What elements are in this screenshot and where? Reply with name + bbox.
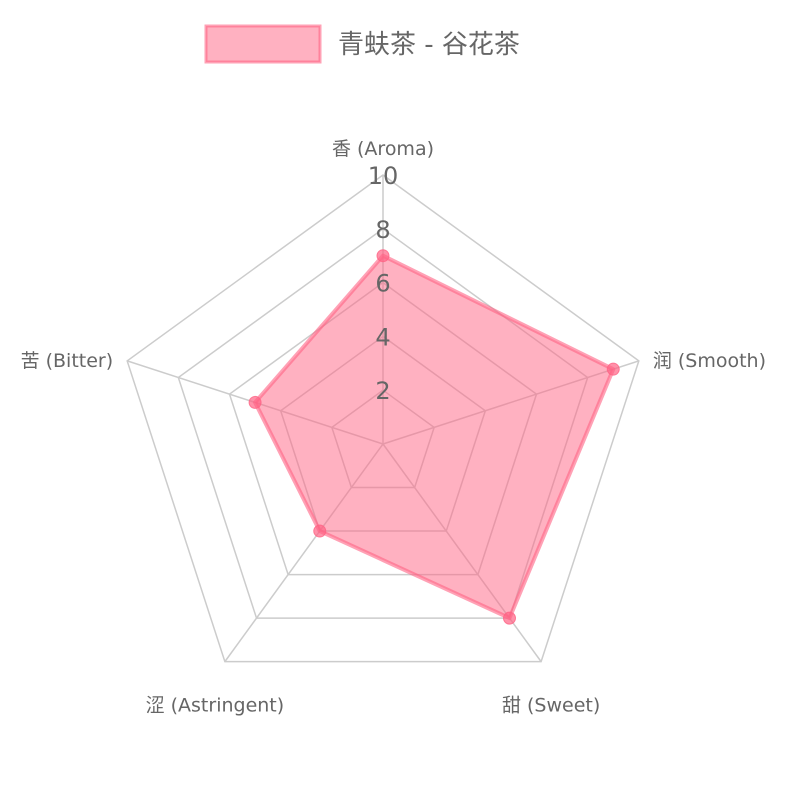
tick-label: 2 [375, 377, 390, 405]
axis-label: 苦 (Bitter) [21, 350, 114, 372]
data-point[interactable] [313, 524, 327, 538]
data-point[interactable] [502, 611, 516, 625]
grid-ring [126, 174, 640, 663]
axis-label: 润 (Smooth) [653, 350, 766, 372]
data-point[interactable] [376, 249, 390, 263]
series-area [253, 253, 616, 621]
tick-labels: 2 4 6 8 10 [368, 162, 399, 405]
data-point[interactable] [606, 362, 620, 376]
legend-swatch [204, 24, 322, 64]
tick-label: 6 [375, 270, 390, 298]
tick-label: 8 [375, 216, 390, 244]
axis-label: 香 (Aroma) [332, 138, 434, 160]
axis-labels: 香 (Aroma) 润 (Smooth) 甜 (Sweet) 涩 (Astringen… [21, 138, 766, 717]
data-point[interactable] [248, 395, 262, 409]
axis-label: 涩 (Astringent) [146, 695, 285, 717]
axis-label: 甜 (Sweet) [502, 695, 600, 717]
tick-label: 4 [375, 323, 390, 351]
series-layer [248, 249, 620, 625]
legend[interactable]: 青蚨茶 - 谷花茶 [204, 24, 520, 64]
tick-label: 10 [368, 162, 399, 190]
legend-label: 青蚨茶 - 谷花茶 [338, 30, 520, 60]
